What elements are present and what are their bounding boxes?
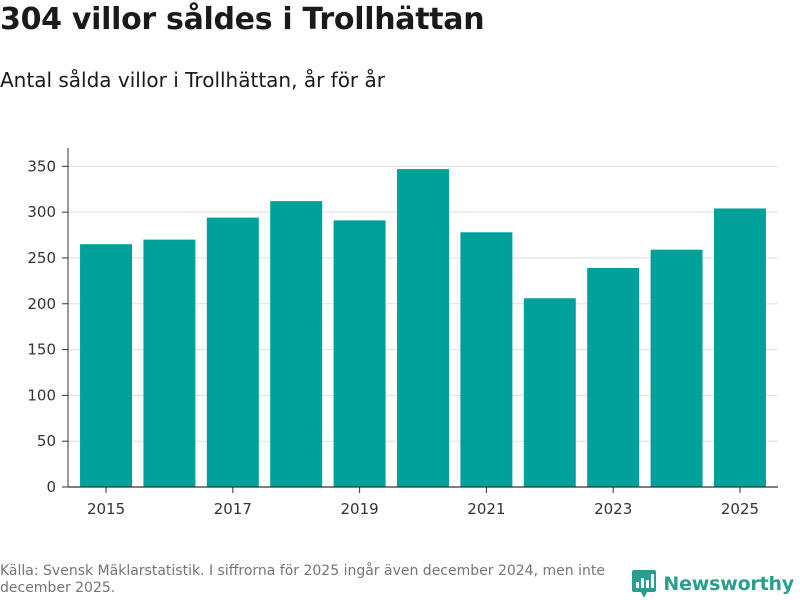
- y-tick-label-150: 150: [27, 341, 56, 359]
- bar-2019: [333, 220, 386, 487]
- brand-name: Newsworthy: [663, 573, 794, 595]
- bar-chart: 0 50 100 150 200 250 300 350 2015 2017 2019 2021 202…: [27, 148, 778, 518]
- y-tick-label-100: 100: [27, 386, 56, 404]
- bar-2024: [650, 249, 703, 487]
- x-tick-label-2019: 2019: [341, 500, 379, 518]
- bar-2015: [80, 244, 133, 487]
- y-tick-label-350: 350: [27, 157, 56, 175]
- source-note: Källa: Svensk Mäklarstatistik. I siffror…: [0, 563, 605, 596]
- chart-title: 304 villor såldes i Trollhättan: [0, 2, 485, 37]
- y-tick-label-50: 50: [37, 432, 56, 450]
- bar-2023: [587, 268, 640, 487]
- bar-2021: [460, 232, 513, 487]
- bar-2017: [206, 217, 259, 487]
- bar-2018: [270, 201, 323, 487]
- bar-2016: [143, 239, 196, 487]
- bar-2025: [713, 208, 766, 487]
- newsworthy-logo-icon: [632, 570, 657, 598]
- bar-2020: [397, 169, 449, 487]
- x-tick-label-2023: 2023: [594, 500, 632, 518]
- y-tick-label-250: 250: [27, 249, 56, 267]
- x-tick-label-2025: 2025: [721, 500, 759, 518]
- y-tick-label-300: 300: [27, 203, 56, 221]
- x-tick-label-2015: 2015: [87, 500, 125, 518]
- y-tick-label-0: 0: [46, 478, 56, 496]
- x-tick-label-2021: 2021: [467, 500, 505, 518]
- chart-subtitle: Antal sålda villor i Trollhättan, år för…: [0, 68, 385, 92]
- bars: [80, 169, 766, 487]
- axes: 0 50 100 150 200 250 300 350 2015 2017 2019 2021 202…: [27, 148, 778, 518]
- brand-logo[interactable]: Newsworthy: [631, 568, 794, 600]
- x-tick-label-2017: 2017: [214, 500, 252, 518]
- y-tick-label-200: 200: [27, 295, 56, 313]
- bar-2022: [523, 298, 576, 487]
